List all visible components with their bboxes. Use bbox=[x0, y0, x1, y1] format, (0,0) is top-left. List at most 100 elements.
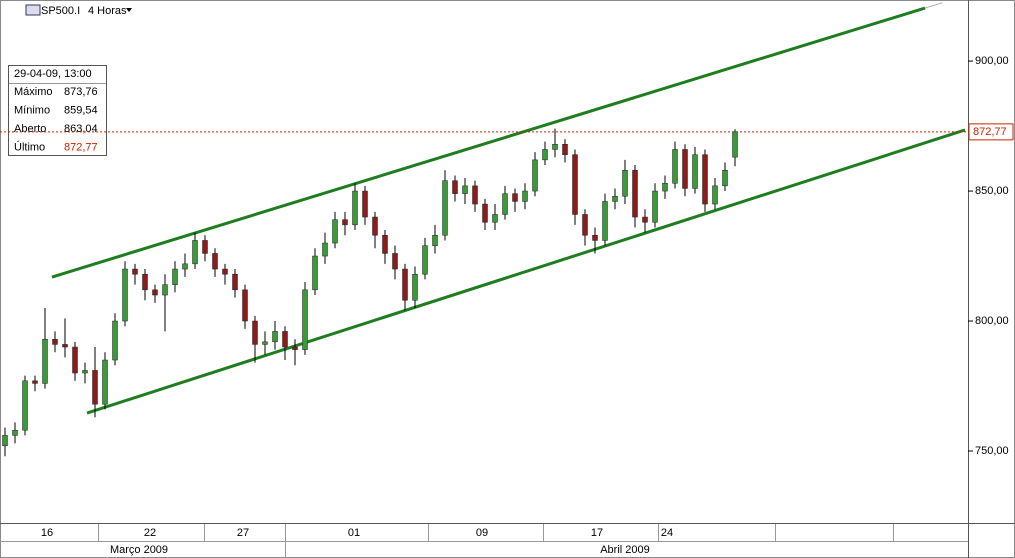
candle-body bbox=[712, 185, 718, 205]
candle-body bbox=[242, 289, 248, 322]
channel-extension bbox=[924, 2, 943, 9]
candle-body bbox=[122, 268, 128, 322]
info-value: 863,04 bbox=[64, 123, 98, 135]
info-box: 29-04-09, 13:00 bbox=[8, 65, 107, 156]
y-tick-label: 800,00 bbox=[975, 315, 1009, 327]
candle-body bbox=[322, 242, 328, 257]
candle-body bbox=[332, 219, 338, 244]
info-frame bbox=[8, 65, 107, 156]
candle-body bbox=[582, 214, 588, 236]
candle-body bbox=[462, 185, 468, 194]
y-tick-label: 750,00 bbox=[975, 445, 1009, 457]
candle-body bbox=[272, 331, 278, 343]
info-value: 873,76 bbox=[64, 86, 98, 98]
candle-body bbox=[402, 268, 408, 301]
candle-body bbox=[422, 245, 428, 275]
x-tick-label: 22 bbox=[144, 527, 156, 539]
candle-body bbox=[182, 263, 188, 270]
candle-body bbox=[412, 273, 418, 301]
candle-body bbox=[592, 234, 598, 241]
candle-body bbox=[722, 170, 728, 187]
candle-body bbox=[202, 240, 208, 254]
candle-body bbox=[12, 429, 18, 436]
month-label: Abril 2009 bbox=[600, 544, 650, 556]
candle-body bbox=[382, 234, 388, 254]
last-price-label: 872,77 bbox=[973, 126, 1007, 138]
info-label: Máximo bbox=[14, 86, 53, 98]
dropdown-arrow[interactable] bbox=[126, 8, 132, 12]
candle-body bbox=[652, 190, 658, 223]
channel-line bbox=[86, 128, 966, 415]
last-price-box bbox=[968, 123, 1014, 141]
candle-body bbox=[362, 190, 368, 218]
candle-body bbox=[62, 344, 68, 348]
candle-body bbox=[642, 216, 648, 223]
candle-body bbox=[732, 131, 738, 158]
info-label: Último bbox=[14, 140, 45, 153]
cfd-icon bbox=[25, 4, 41, 16]
y-tick-label: 900,00 bbox=[975, 55, 1009, 67]
candle-body bbox=[32, 380, 38, 384]
candle-body bbox=[672, 149, 678, 184]
candle-body bbox=[632, 170, 638, 218]
period: 4 Horas bbox=[88, 5, 127, 17]
candle-body bbox=[282, 331, 288, 348]
candle-body bbox=[132, 268, 138, 275]
candle-body bbox=[662, 183, 668, 192]
candle-body bbox=[572, 154, 578, 215]
candle-body bbox=[492, 214, 498, 223]
candle-body bbox=[502, 193, 508, 215]
candle-body bbox=[172, 268, 178, 285]
x-tick-label: 27 bbox=[237, 527, 249, 539]
candle-body bbox=[522, 190, 528, 202]
candle-body bbox=[82, 370, 88, 374]
candle-body bbox=[452, 180, 458, 194]
x-tick-label: 09 bbox=[476, 527, 488, 539]
candle-body bbox=[622, 170, 628, 197]
candle-body bbox=[472, 185, 478, 205]
x-tick-label: 16 bbox=[41, 527, 53, 539]
candle-body bbox=[702, 154, 708, 205]
x-tick-label: 17 bbox=[591, 527, 603, 539]
candle-body bbox=[162, 284, 168, 296]
channel-line bbox=[51, 6, 926, 279]
header: SP500.I 4 Horas bbox=[25, 4, 132, 17]
candle-body bbox=[222, 268, 228, 275]
candle-body bbox=[112, 320, 118, 361]
candle-body bbox=[512, 193, 518, 202]
candle-body bbox=[442, 180, 448, 236]
candle-body bbox=[92, 370, 98, 405]
info-date: 29-04-09, 13:00 bbox=[14, 68, 92, 80]
candle-body bbox=[152, 289, 158, 296]
candle-body bbox=[42, 338, 48, 384]
info-value: 872,77 bbox=[64, 141, 98, 153]
candle-body bbox=[342, 219, 348, 226]
candle-body bbox=[602, 201, 608, 241]
candle-body bbox=[252, 320, 258, 345]
candle-body bbox=[212, 253, 218, 270]
symbol: SP500.I bbox=[41, 5, 80, 17]
candle-body bbox=[22, 380, 28, 431]
candle-body bbox=[302, 289, 308, 350]
candle-body bbox=[692, 154, 698, 189]
candle-body bbox=[682, 149, 688, 189]
candle-body bbox=[562, 144, 568, 155]
candle-body bbox=[532, 159, 538, 192]
y-tick-label: 850,00 bbox=[975, 185, 1009, 197]
candle-body bbox=[612, 196, 618, 202]
candle-body bbox=[292, 346, 298, 350]
info-label: Aberto bbox=[14, 123, 46, 135]
candle-body bbox=[142, 273, 148, 291]
candle-body bbox=[72, 346, 78, 374]
x-tick-label: 24 bbox=[661, 527, 673, 539]
candle-body bbox=[102, 359, 108, 405]
candle-body bbox=[232, 273, 238, 291]
info-value: 859,54 bbox=[64, 104, 98, 116]
candle-body bbox=[372, 216, 378, 236]
info-label: Mínimo bbox=[14, 104, 50, 116]
candle-body bbox=[542, 149, 548, 161]
candle-body bbox=[2, 435, 8, 447]
candle-body bbox=[352, 190, 358, 226]
candle-body bbox=[312, 255, 318, 291]
